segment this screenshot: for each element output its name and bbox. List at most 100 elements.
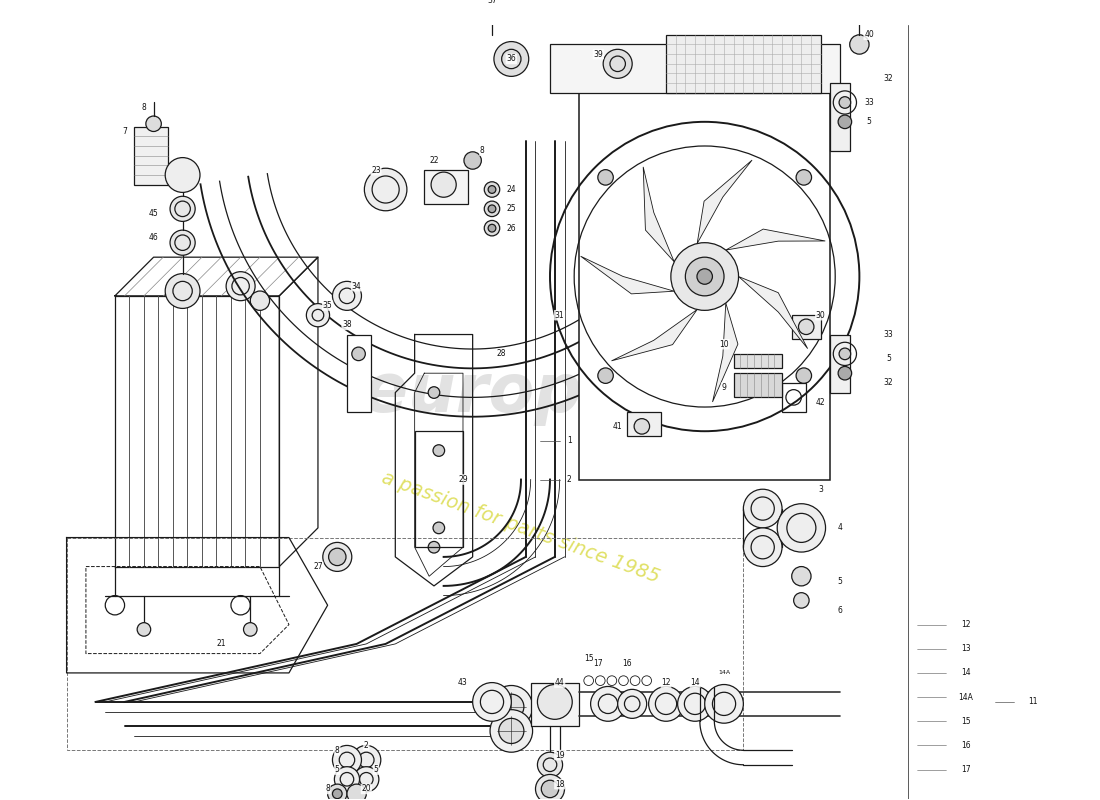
Circle shape <box>536 774 564 800</box>
Text: 33: 33 <box>865 98 873 107</box>
Bar <box>830 334 849 393</box>
Circle shape <box>697 269 713 284</box>
Text: 22: 22 <box>429 156 439 165</box>
Text: 29: 29 <box>459 475 468 484</box>
Circle shape <box>165 274 200 309</box>
Circle shape <box>649 686 683 722</box>
Text: 8: 8 <box>480 146 485 155</box>
Circle shape <box>251 291 270 310</box>
Circle shape <box>243 622 257 636</box>
Bar <box>666 35 821 93</box>
Text: 13: 13 <box>961 644 970 654</box>
Circle shape <box>597 170 614 185</box>
Circle shape <box>491 686 532 728</box>
Text: 33: 33 <box>883 330 893 339</box>
Circle shape <box>744 490 782 528</box>
Circle shape <box>671 242 738 310</box>
Circle shape <box>488 186 496 194</box>
Circle shape <box>591 686 626 722</box>
Circle shape <box>334 766 360 792</box>
Text: 14: 14 <box>961 669 970 678</box>
Text: 14: 14 <box>690 678 700 687</box>
Circle shape <box>364 168 407 210</box>
Circle shape <box>839 348 850 360</box>
Circle shape <box>618 690 647 718</box>
Text: 5: 5 <box>334 765 340 774</box>
Bar <box>792 315 821 339</box>
Polygon shape <box>612 310 697 361</box>
Circle shape <box>838 115 851 129</box>
Circle shape <box>170 196 195 222</box>
Circle shape <box>428 542 440 553</box>
Circle shape <box>433 522 444 534</box>
Circle shape <box>168 161 197 190</box>
Circle shape <box>488 205 496 213</box>
Text: 17: 17 <box>961 765 970 774</box>
Text: 18: 18 <box>554 780 564 789</box>
Circle shape <box>778 504 825 552</box>
Circle shape <box>146 116 162 131</box>
Text: 40: 40 <box>865 30 873 39</box>
Circle shape <box>793 593 810 608</box>
Text: 19: 19 <box>554 750 564 760</box>
Circle shape <box>538 685 572 719</box>
Text: 11: 11 <box>1028 698 1038 706</box>
Bar <box>134 126 168 185</box>
Bar <box>627 412 661 436</box>
Text: 41: 41 <box>613 422 623 431</box>
Text: 17: 17 <box>594 658 603 668</box>
Circle shape <box>498 718 524 743</box>
Circle shape <box>484 201 499 217</box>
Circle shape <box>165 158 200 193</box>
Bar <box>550 45 840 93</box>
Circle shape <box>494 42 529 76</box>
Circle shape <box>138 622 151 636</box>
Text: 8: 8 <box>142 103 146 112</box>
Polygon shape <box>713 303 738 402</box>
Circle shape <box>464 152 482 169</box>
Text: 4: 4 <box>837 523 843 532</box>
Bar <box>734 354 782 368</box>
Text: 21: 21 <box>217 639 226 649</box>
Circle shape <box>307 303 330 326</box>
Circle shape <box>332 282 362 310</box>
Circle shape <box>705 685 744 723</box>
Circle shape <box>170 230 195 255</box>
Circle shape <box>744 528 782 566</box>
Text: 34: 34 <box>352 282 362 290</box>
Text: 46: 46 <box>148 234 158 242</box>
Circle shape <box>354 766 378 792</box>
Text: 28: 28 <box>497 350 506 358</box>
Circle shape <box>433 445 444 456</box>
Circle shape <box>538 752 562 778</box>
Text: 25: 25 <box>506 204 516 214</box>
Bar <box>415 431 463 547</box>
Text: 3: 3 <box>818 485 823 494</box>
Text: 1: 1 <box>566 436 572 446</box>
Text: 32: 32 <box>883 74 893 83</box>
Text: 43: 43 <box>458 678 468 687</box>
Circle shape <box>796 368 812 383</box>
Bar <box>782 383 806 412</box>
Circle shape <box>634 418 650 434</box>
Text: 31: 31 <box>554 310 564 320</box>
Circle shape <box>491 710 532 752</box>
Text: europ   es: europ es <box>363 359 737 426</box>
Text: 8: 8 <box>326 785 330 794</box>
Text: 32: 32 <box>883 378 893 387</box>
Circle shape <box>431 172 456 198</box>
Text: 5: 5 <box>374 765 378 774</box>
Text: 20: 20 <box>362 785 371 794</box>
Text: a passion for parts since 1985: a passion for parts since 1985 <box>379 469 662 587</box>
Polygon shape <box>581 256 674 294</box>
Circle shape <box>839 97 850 108</box>
Bar <box>67 538 744 750</box>
Text: 6: 6 <box>837 606 843 614</box>
Circle shape <box>329 548 346 566</box>
Circle shape <box>352 347 365 361</box>
Text: 23: 23 <box>371 166 381 174</box>
Circle shape <box>473 682 512 722</box>
Text: 39: 39 <box>594 50 603 58</box>
Text: 9: 9 <box>722 383 726 392</box>
Text: 38: 38 <box>342 320 352 330</box>
